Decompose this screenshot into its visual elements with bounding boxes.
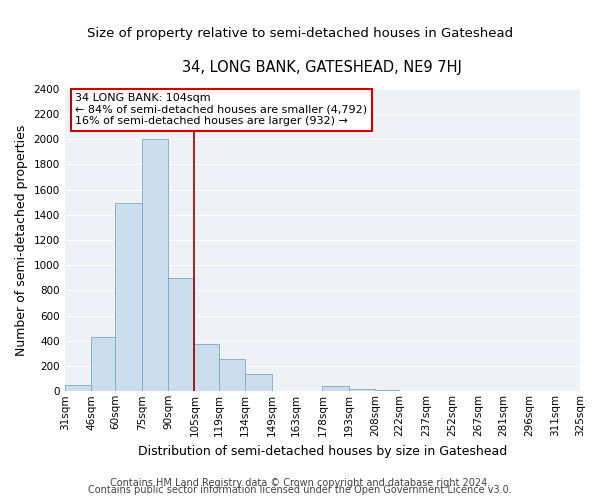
Bar [91, 337, 115, 392]
Text: Size of property relative to semi-detached houses in Gateshead: Size of property relative to semi-detach… [87, 28, 513, 40]
Bar [349, 388, 375, 392]
Bar [322, 386, 349, 392]
Text: 34 LONG BANK: 104sqm
← 84% of semi-detached houses are smaller (4,792)
16% of se: 34 LONG BANK: 104sqm ← 84% of semi-detac… [75, 93, 367, 126]
Y-axis label: Number of semi-detached properties: Number of semi-detached properties [15, 124, 28, 356]
Bar [219, 359, 245, 392]
Bar [142, 139, 168, 392]
Bar [65, 385, 91, 392]
Bar [375, 390, 400, 392]
Bar [245, 374, 272, 392]
Text: Contains HM Land Registry data © Crown copyright and database right 2024.: Contains HM Land Registry data © Crown c… [110, 478, 490, 488]
Bar [194, 344, 219, 392]
Bar [115, 204, 142, 392]
Title: 34, LONG BANK, GATESHEAD, NE9 7HJ: 34, LONG BANK, GATESHEAD, NE9 7HJ [182, 60, 462, 75]
Text: Contains public sector information licensed under the Open Government Licence v3: Contains public sector information licen… [88, 485, 512, 495]
Bar [168, 278, 194, 392]
X-axis label: Distribution of semi-detached houses by size in Gateshead: Distribution of semi-detached houses by … [138, 444, 507, 458]
